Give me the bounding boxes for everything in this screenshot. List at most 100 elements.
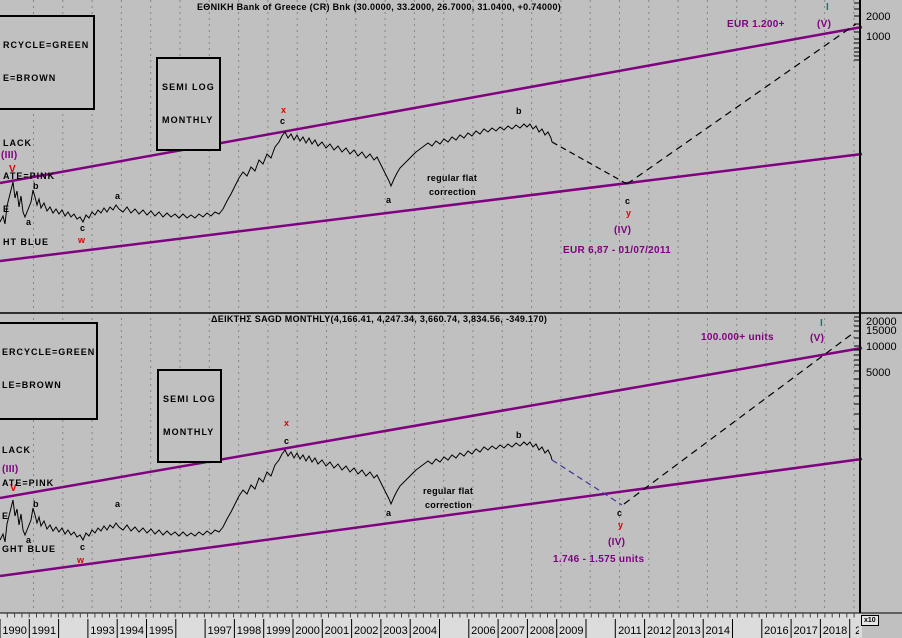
legend-line: LACK [2,445,31,456]
wave-annotation: c [280,116,285,126]
wave-annotation: y [618,520,623,530]
wave-annotation: x [281,105,286,115]
year-label: 2017 [793,625,817,637]
year-label: 1993 [90,625,114,637]
year-label: 2006 [471,625,495,637]
wave-annotation: regular flat [427,173,477,183]
scale-label: 15000 [866,325,897,337]
year-label: 2014 [706,625,730,637]
wave-annotation: EUR 6,87 - 01/07/2011 [563,245,671,256]
wave-annotation: (IV) [614,225,631,236]
xaxis-strip [0,612,902,638]
wave-annotation: a [26,217,32,227]
legend-line [3,105,89,118]
year-label: 1995 [149,625,173,637]
year-labels: 1990 1991 1993 1994 1995 1997 1998 1999 2000 2001… [0,619,859,638]
legend-line [2,412,95,425]
year-label: 2018 [823,625,847,637]
year-label: 1999 [266,625,290,637]
wave-degree-legend-top: RCYCLE=GREEN E=BROWN LACK ATE=PINK E HT … [0,15,95,247]
wave-annotation: (V) [810,333,824,344]
wave-annotation: a [115,191,121,201]
year-label: 2011 [618,625,642,637]
bottom-projection-down-dashed [551,459,623,506]
top-upper-channel-line [0,25,863,185]
wave-annotation: c [625,196,630,206]
wave-annotation: 100.000+ units [701,332,774,343]
wave-annotation: a [26,535,32,545]
year-label: 1991 [32,625,56,637]
wave-annotation: I [826,2,829,13]
wave-degree-legend-bottom: ERCYCLE=GREEN LE=BROWN LACK ATE=PINK E G… [0,322,98,554]
wave-annotation: a [386,508,392,518]
year-label: 1998 [237,625,261,637]
wave-annotation: 1.746 - 1.575 units [553,554,644,565]
bottom-lower-channel-line [0,457,863,578]
scale-label: 5000 [866,367,890,379]
wave-annotation: V [10,483,17,494]
year-label: 2013 [676,625,700,637]
wave-annotation: y [626,208,631,218]
year-label: 2002 [354,625,378,637]
wave-annotation: (III) [1,150,18,161]
year-label: 2007 [500,625,524,637]
legend-line: ERCYCLE=GREEN [2,347,96,357]
axis-multiplier-badge: x10 [861,615,879,626]
legend-line: E=BROWN [3,72,57,83]
wave-annotation: c [284,436,289,446]
wave-annotation: b [516,106,522,116]
bottom-price-series [0,441,553,543]
wave-annotation: w [77,235,86,245]
wave-annotation: x [284,418,289,428]
bottom-chart-title: ΔEIKTHΣ SAGD MONTHLY(4,166.41, 4,247.34,… [211,314,548,324]
top-projection-down-dashed [551,141,628,185]
wave-annotation: w [76,555,85,565]
year-label: 2001 [325,625,349,637]
wave-annotation: b [516,430,522,440]
year-label: 2016 [764,625,788,637]
mode-line: SEMI LOG [162,82,215,92]
mode-line: MONTHLY [163,427,215,437]
legend-line: GHT BLUE [2,543,56,554]
wave-annotation: c [80,542,85,552]
wave-annotation: a [115,499,121,509]
wave-annotation: (V) [817,19,831,30]
year-label: 1990 [2,625,26,637]
legend-line: ATE=PINK [2,478,55,489]
wave-annotation: correction [429,187,476,197]
year-label: 2003 [383,625,407,637]
wave-annotation: regular flat [423,486,473,496]
year-label: 2000 [295,625,319,637]
legend-line: HT BLUE [3,236,49,247]
legend-line: ATE=PINK [3,171,56,182]
wave-annotation: (III) [2,464,19,475]
wave-annotation: a [386,195,392,205]
year-label: 2012 [647,625,671,637]
year-label: 2009 [559,625,583,637]
wave-annotation: I [820,318,823,329]
wave-annotation: c [617,508,622,518]
year-label: 1994 [120,625,144,637]
mode-line: MONTHLY [162,115,214,125]
wave-annotation: EUR 1.200+ [727,19,785,30]
year-label: 1997 [207,625,231,637]
wave-annotation: b [33,499,39,509]
mode-line: SEMI LOG [163,394,216,404]
legend-line: E [2,510,10,521]
top-lower-channel-line [0,152,863,263]
legend-line: RCYCLE=GREEN [3,40,90,50]
top-chart-title: EΘNIKH Bank of Greece (CR) Bnk (30.0000,… [197,2,562,12]
wave-annotation: (IV) [608,537,625,548]
legend-line: LACK [3,138,32,149]
wave-annotation: correction [425,500,472,510]
scale-label: 10000 [866,341,897,353]
scale-label: 1000 [866,31,890,43]
wave-annotation: b [33,181,39,191]
year-label: 2004 [413,625,437,637]
scale-label: 2000 [866,11,890,23]
wave-annotation: V [9,164,16,175]
